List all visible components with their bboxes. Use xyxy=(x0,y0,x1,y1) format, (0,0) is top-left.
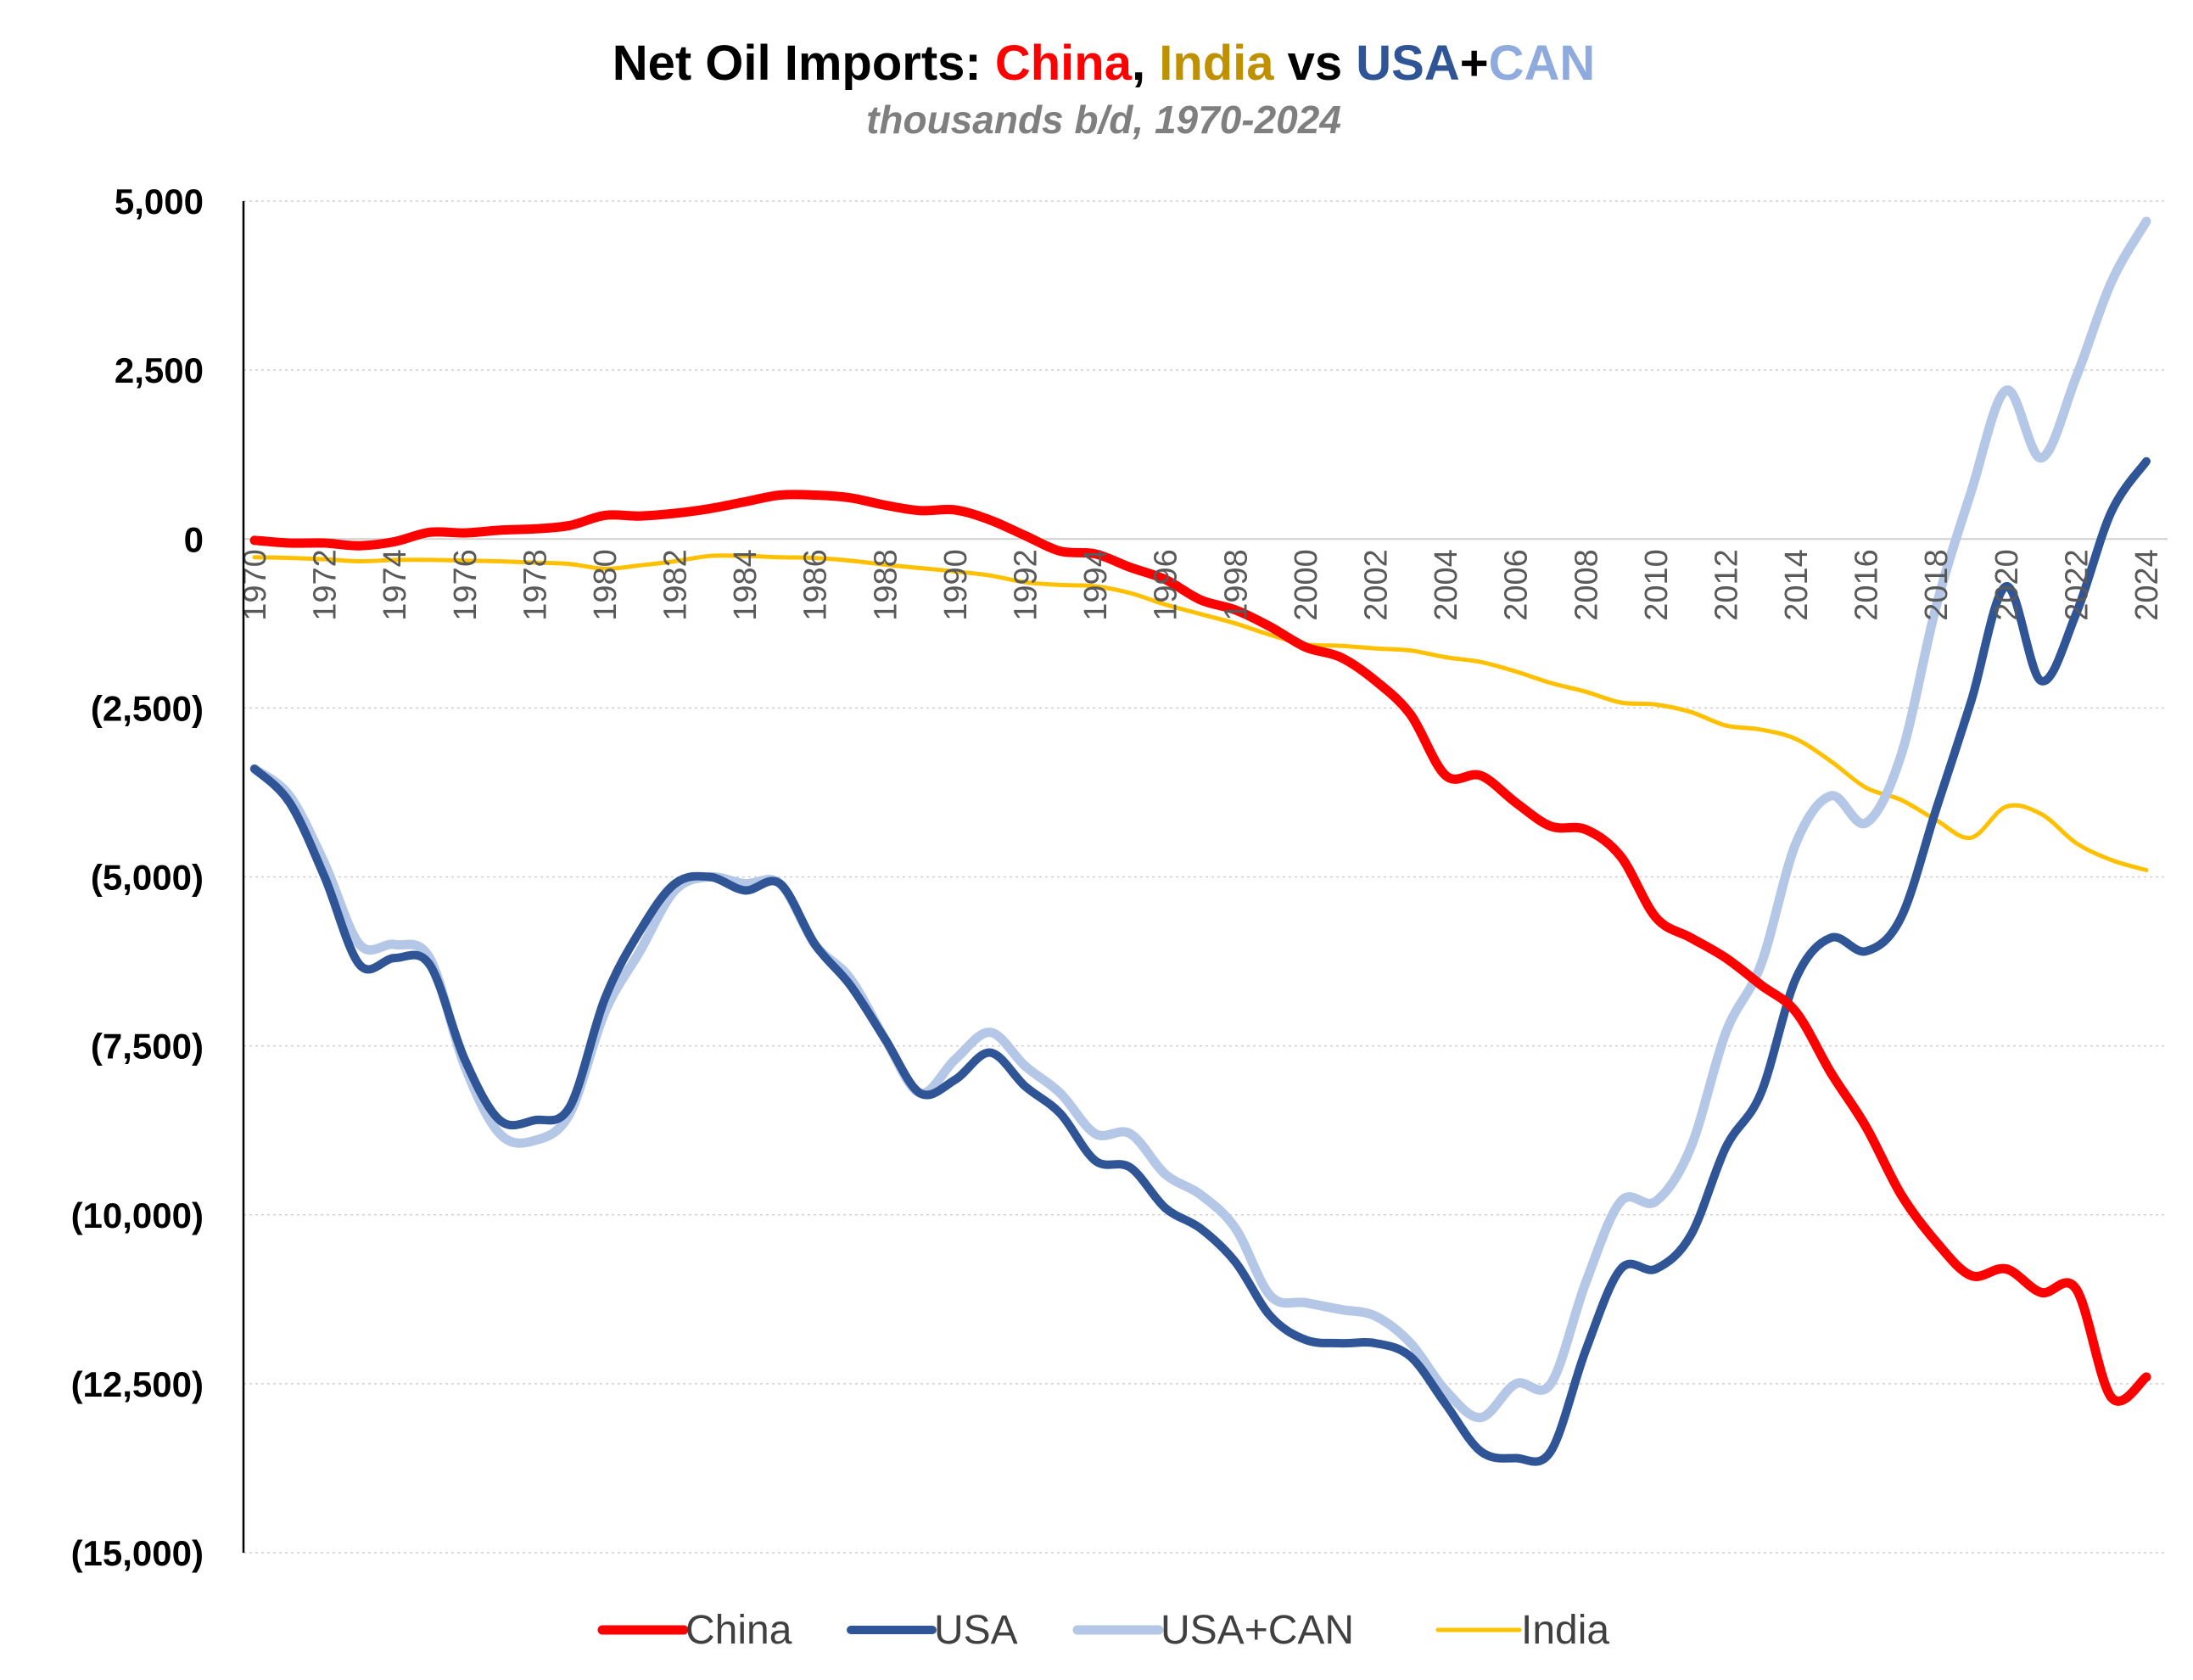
x-tick-label: 1974 xyxy=(378,549,413,621)
x-tick-label: 2004 xyxy=(1429,549,1464,621)
x-tick-label: 1978 xyxy=(517,549,553,621)
x-axis-tick-labels: 1970 1972 1974 1976 1978 1980 1982 1984 1986 1988… xyxy=(238,549,2165,621)
legend-label-china: China xyxy=(685,1608,792,1653)
title-part-3: India xyxy=(1159,36,1274,91)
series-lines xyxy=(249,216,2151,1466)
x-tick-label: 1984 xyxy=(728,549,764,621)
x-tick-label: 2002 xyxy=(1358,549,1394,621)
x-tick-label: 2000 xyxy=(1289,549,1324,621)
x-tick-label: 2006 xyxy=(1499,549,1535,621)
legend-label-india: India xyxy=(1521,1608,1609,1653)
y-tick-label: (2,500) xyxy=(91,688,204,728)
x-tick-label: 2018 xyxy=(1919,549,1955,621)
series-line-india xyxy=(252,553,2149,872)
title-part-7: CAN xyxy=(1489,36,1596,91)
y-tick-label: 0 xyxy=(184,519,204,559)
y-axis-tick-labels: 5,000 2,500 0 (2,500) (5,000) (7,500) (10,000)… xyxy=(71,182,204,1573)
y-tick-label: (12,500) xyxy=(71,1364,204,1404)
x-tick-label: 1996 xyxy=(1149,549,1184,621)
chart-title: Net Oil Imports: China, India vs USA+CAN xyxy=(613,36,1596,91)
x-tick-label: 2012 xyxy=(1709,549,1744,621)
x-tick-label: 2024 xyxy=(2129,549,2165,621)
y-tick-label: 5,000 xyxy=(115,182,204,221)
series-line-usa xyxy=(250,456,2151,1466)
x-tick-label: 1992 xyxy=(1009,549,1044,621)
x-tick-label: 2008 xyxy=(1569,549,1604,621)
legend-label-usa-can: USA+CAN xyxy=(1161,1608,1354,1653)
x-tick-label: 2016 xyxy=(1849,549,1885,621)
y-tick-label: (15,000) xyxy=(71,1533,204,1573)
title-part-2: , xyxy=(1132,36,1159,91)
title-part-4: vs xyxy=(1274,36,1357,91)
y-tick-label: 2,500 xyxy=(115,350,204,390)
x-tick-label: 1988 xyxy=(868,549,903,621)
x-tick-label: 2022 xyxy=(2059,549,2095,621)
legend-label-usa: USA xyxy=(934,1608,1018,1653)
series-line-china xyxy=(249,490,2151,1406)
title-part-5: USA xyxy=(1356,36,1459,91)
x-tick-label: 1976 xyxy=(448,549,484,621)
chart-subtitle: thousands b/d, 1970-2024 xyxy=(866,98,1341,142)
y-tick-label: (5,000) xyxy=(91,858,204,898)
x-tick-label: 2010 xyxy=(1639,549,1675,621)
title-part-0: Net Oil Imports: xyxy=(613,36,995,91)
x-tick-label: 1972 xyxy=(308,549,344,621)
x-tick-label: 1980 xyxy=(588,549,624,621)
legend: China USA USA+CAN India xyxy=(597,1608,1609,1653)
x-tick-label: 1990 xyxy=(938,549,974,621)
x-tick-label: 1994 xyxy=(1078,549,1114,621)
x-tick-label: 1986 xyxy=(798,549,834,621)
title-part-1: China xyxy=(995,36,1133,91)
x-tick-label: 1982 xyxy=(658,549,694,621)
x-tick-label: 1998 xyxy=(1218,549,1254,621)
y-tick-label: (7,500) xyxy=(91,1027,204,1067)
y-tick-label: (10,000) xyxy=(71,1196,204,1235)
gridlines xyxy=(243,200,2168,1554)
x-tick-label: 2014 xyxy=(1779,549,1815,621)
title-part-6: + xyxy=(1460,36,1489,91)
series-line-usa-can xyxy=(249,216,2151,1423)
x-tick-label: 2020 xyxy=(1989,549,2025,621)
